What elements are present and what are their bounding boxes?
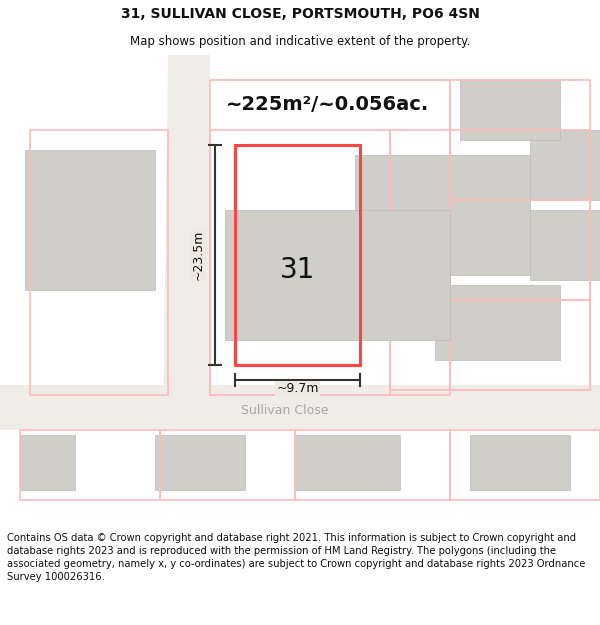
- Text: ~225m²/~0.056ac.: ~225m²/~0.056ac.: [226, 96, 429, 114]
- Bar: [25, 150, 155, 290]
- Bar: [470, 435, 570, 490]
- Bar: [435, 285, 560, 360]
- Bar: [530, 210, 600, 280]
- Bar: [235, 145, 360, 365]
- Bar: [225, 210, 450, 340]
- Text: Map shows position and indicative extent of the property.: Map shows position and indicative extent…: [130, 35, 470, 48]
- Text: Contains OS data © Crown copyright and database right 2021. This information is : Contains OS data © Crown copyright and d…: [7, 533, 586, 582]
- Bar: [530, 130, 600, 200]
- Text: 31: 31: [280, 256, 315, 284]
- Bar: [155, 435, 245, 490]
- Text: Sullivan Close: Sullivan Close: [241, 404, 329, 416]
- Bar: [20, 435, 75, 490]
- Polygon shape: [163, 55, 210, 430]
- Text: ~9.7m: ~9.7m: [276, 382, 319, 395]
- Bar: [0, 385, 600, 430]
- Bar: [460, 80, 560, 140]
- Text: ~23.5m: ~23.5m: [192, 230, 205, 280]
- Bar: [295, 435, 400, 490]
- Bar: [355, 155, 530, 275]
- Text: 31, SULLIVAN CLOSE, PORTSMOUTH, PO6 4SN: 31, SULLIVAN CLOSE, PORTSMOUTH, PO6 4SN: [121, 7, 479, 21]
